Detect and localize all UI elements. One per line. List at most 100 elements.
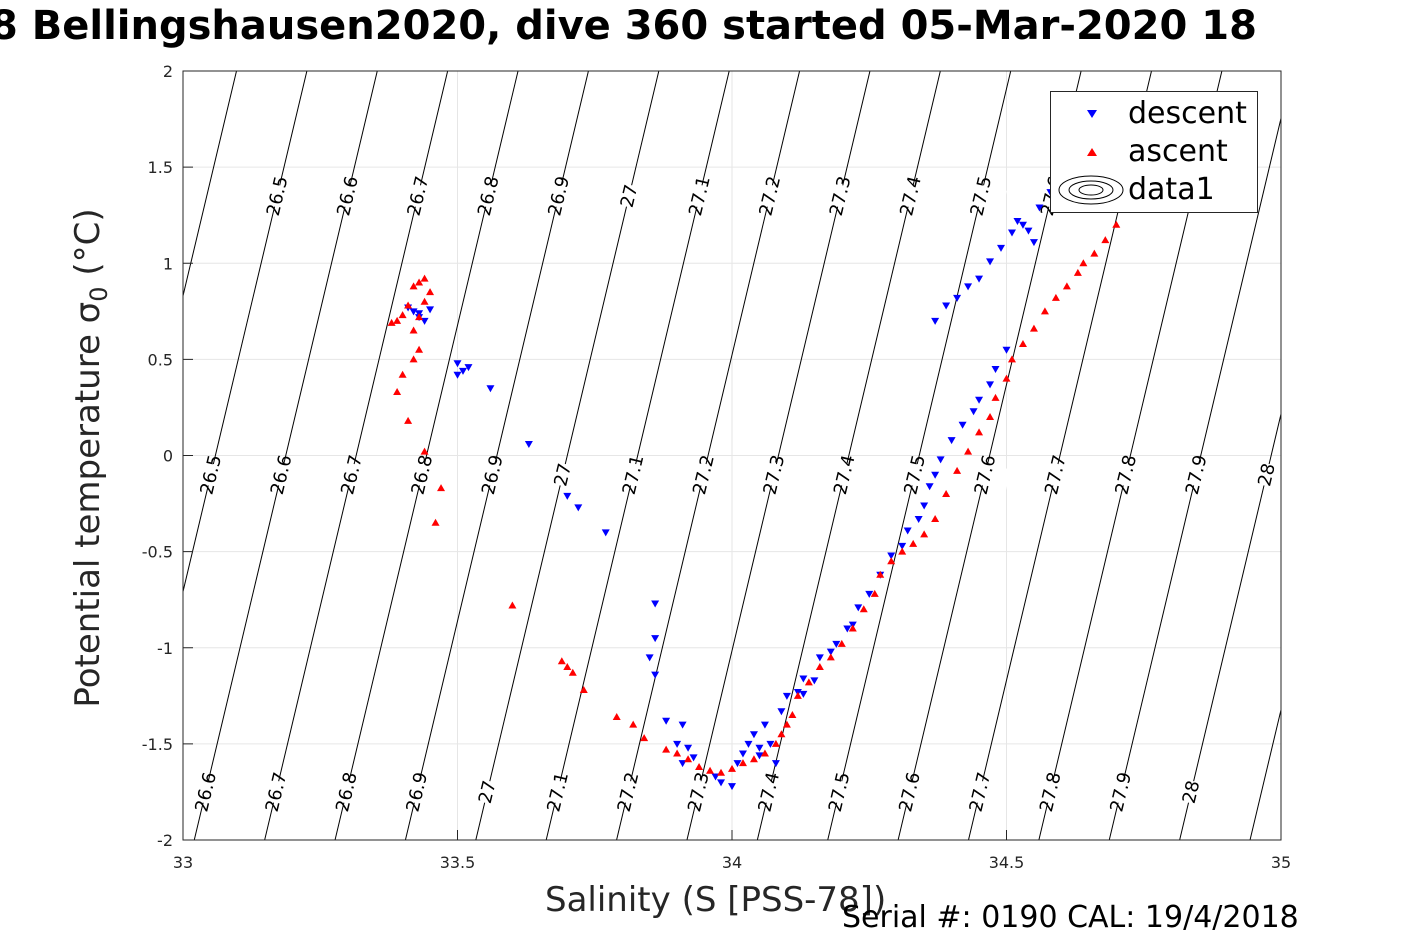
y-tick-label: 0.5 <box>148 350 173 369</box>
ascent-point <box>404 301 413 309</box>
contour-label-background <box>1094 775 1147 809</box>
chart-title: 8 Bellingshausen2020, dive 360 started 0… <box>0 3 1257 49</box>
ascent-point <box>1002 374 1011 382</box>
contour-label-background <box>607 458 660 491</box>
descent-point <box>673 740 682 748</box>
descent-point <box>799 690 808 698</box>
descent-point <box>766 740 775 748</box>
contour-label-background <box>814 179 867 213</box>
ascent-point <box>953 466 962 474</box>
sigma-contour-line <box>1249 707 1281 840</box>
descent-point <box>782 692 791 700</box>
ascent-point <box>870 589 879 597</box>
descent-point <box>749 731 758 739</box>
x-tick-label: 33.5 <box>440 853 476 872</box>
contour-label-background <box>602 775 654 809</box>
ascent-point <box>393 388 402 396</box>
contour-label-background <box>392 179 444 213</box>
ascent-point <box>508 601 517 609</box>
x-tick-label: 34 <box>722 853 742 872</box>
y-tick-label: 1.5 <box>148 158 173 177</box>
y-axis-label-subscript: 0 <box>85 286 113 302</box>
contour-label-background <box>321 179 374 213</box>
ascent-point <box>782 720 791 728</box>
contour-label-background <box>603 179 655 213</box>
data-series <box>387 147 1176 791</box>
ascent-point <box>420 447 429 455</box>
ascent-point <box>1079 259 1088 267</box>
ascent-point <box>437 484 446 492</box>
series-descent <box>404 154 1093 791</box>
descent-point <box>920 502 929 510</box>
ascent-point <box>1051 293 1060 301</box>
ascent-point <box>717 768 726 776</box>
ascent-point <box>848 624 857 632</box>
x-tick-label: 35 <box>1271 853 1291 872</box>
sigma-contour-line <box>686 71 871 840</box>
descent-point <box>458 367 467 375</box>
y-tick-label: 0 <box>163 447 173 466</box>
contour-label-background <box>1029 458 1082 491</box>
ascent-point <box>887 557 896 565</box>
descent-point <box>662 717 671 725</box>
sigma-contour-line <box>475 71 660 840</box>
ascent-point <box>568 668 577 676</box>
contour-label: 27 <box>617 183 643 210</box>
ascent-point <box>387 318 396 326</box>
ascent-point <box>706 766 715 774</box>
sigma-contour-line <box>756 71 941 840</box>
descent-point <box>645 654 654 662</box>
descent-point <box>854 604 863 612</box>
sigma-contour-line <box>264 71 449 840</box>
descent-point <box>651 671 660 679</box>
descent-point <box>826 648 835 656</box>
contour-label: 27 <box>475 778 501 805</box>
legend-label-ascent: ascent <box>1128 134 1228 169</box>
legend-item-descent: descent <box>1051 96 1257 132</box>
descent-point <box>760 721 769 729</box>
contour-label-background <box>466 458 519 491</box>
contour-label-background <box>959 458 1011 491</box>
descent-point <box>453 360 462 368</box>
descent-point <box>1029 239 1038 247</box>
ascent-point <box>415 313 424 321</box>
contour-label-background <box>883 775 936 809</box>
ascent-point <box>804 678 813 686</box>
serial-caption: Serial #: 0190 CAL: 19/4/2018 <box>842 900 1299 935</box>
density-contours <box>183 71 1281 840</box>
ascent-point <box>431 518 440 526</box>
sigma-contour-line <box>827 71 1012 840</box>
contour-label-background <box>677 458 730 491</box>
descent-point <box>843 625 852 633</box>
ascent-point <box>876 570 885 578</box>
ascent-point <box>398 311 407 319</box>
contour-label-background <box>320 775 373 809</box>
sigma-contour-line <box>616 71 801 840</box>
ascent-point <box>1062 282 1071 290</box>
x-axis-label: Salinity (S [PSS-78]) <box>545 880 887 920</box>
legend-item-data1: data1 <box>1051 172 1257 208</box>
ascent-point <box>1007 355 1016 363</box>
contour-label: 28 <box>1254 461 1280 488</box>
contour-label-background <box>396 458 448 491</box>
sigma-contour-line <box>193 71 378 840</box>
sigma-contour-line <box>183 71 238 298</box>
ascent-point <box>409 326 418 334</box>
ascent-point <box>415 278 424 286</box>
descent-point <box>914 515 923 523</box>
contour-label-background <box>747 458 800 491</box>
contour-label-background <box>462 179 515 213</box>
contour-label-background <box>390 775 443 809</box>
descent-point <box>524 440 533 448</box>
legend: descent ascent data1 <box>1050 91 1258 213</box>
descent-point <box>651 635 660 643</box>
contour-label-background <box>532 179 585 213</box>
descent-point <box>651 600 660 608</box>
ascent-point <box>793 691 802 699</box>
ascent-point <box>760 749 769 757</box>
contour-label-background <box>531 775 584 809</box>
ascent-point <box>749 755 758 763</box>
y-axis-label: Potential temperature σ0 (°C) <box>68 208 113 707</box>
descent-point <box>1024 227 1033 235</box>
ascent-point <box>1090 249 1099 257</box>
